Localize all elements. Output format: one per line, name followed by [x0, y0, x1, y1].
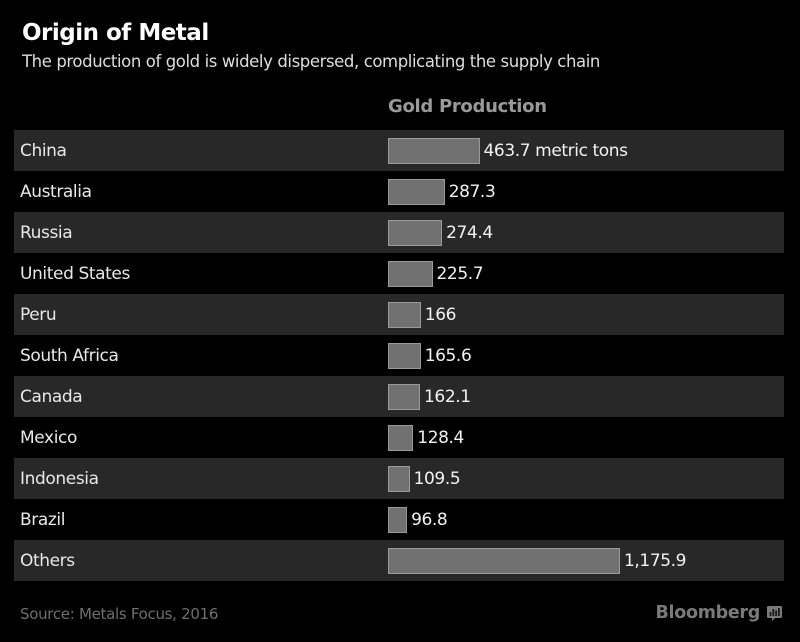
bar [388, 219, 443, 246]
value-label: 166 [424, 304, 457, 325]
table-row: Canada 162.1 [14, 376, 784, 417]
bar [388, 178, 445, 205]
table-row: Mexico 128.4 [14, 417, 784, 458]
value-label: 463.7 metric tons [483, 140, 629, 161]
table-row: United States 225.7 [14, 253, 784, 294]
bar-zone: 463.7 metric tons [388, 130, 628, 171]
source-note: Source: Metals Focus, 2016 [20, 605, 219, 623]
bar-zone: 287.3 [388, 171, 496, 212]
chart-subtitle: The production of gold is widely dispers… [22, 52, 600, 71]
country-label: South Africa [20, 345, 119, 366]
value-label: 225.7 [436, 263, 484, 284]
country-label: Peru [20, 304, 57, 325]
bar-zone: 1,175.9 [388, 540, 686, 581]
column-header: Gold Production [388, 96, 547, 117]
bar-zone: 96.8 [388, 499, 448, 540]
bar-zone: 274.4 [388, 212, 493, 253]
bar-zone: 225.7 [388, 253, 484, 294]
table-row: Others 1,175.9 [14, 540, 784, 581]
country-label: Others [20, 550, 75, 571]
bar [388, 137, 480, 164]
bar [388, 301, 421, 328]
table-row: Indonesia 109.5 [14, 458, 784, 499]
bar-zone: 166 [388, 294, 456, 335]
country-label: Russia [20, 222, 73, 243]
bar-zone: 162.1 [388, 376, 471, 417]
bar-zone: 128.4 [388, 417, 464, 458]
country-label: Mexico [20, 427, 77, 448]
bar-zone: 109.5 [388, 458, 461, 499]
bloomberg-wordmark: Bloomberg [655, 603, 761, 623]
value-label: 1,175.9 [624, 550, 687, 571]
bar-zone: 165.6 [388, 335, 472, 376]
bloomberg-brand: Bloomberg [656, 603, 783, 623]
table-row: Russia 274.4 [14, 212, 784, 253]
country-label: Australia [20, 181, 92, 202]
table-row: Brazil 96.8 [14, 499, 784, 540]
table-row: South Africa 165.6 [14, 335, 784, 376]
bar [388, 424, 414, 451]
value-label: 165.6 [424, 345, 472, 366]
bar [388, 383, 420, 410]
bar [388, 465, 410, 492]
chart-title: Origin of Metal [22, 20, 209, 46]
country-label: Indonesia [20, 468, 99, 489]
table-row: Australia 287.3 [14, 171, 784, 212]
bar [388, 342, 421, 369]
bar-chart-rows: China 463.7 metric tons Australia 287.3 … [14, 130, 784, 581]
value-label: 162.1 [424, 386, 471, 407]
value-label: 128.4 [417, 427, 464, 448]
bloomberg-terminal-icon [766, 605, 783, 622]
value-label: 96.8 [411, 509, 448, 530]
bar [388, 547, 620, 574]
country-label: Brazil [20, 509, 66, 530]
country-label: China [20, 140, 67, 161]
bar [388, 506, 408, 533]
value-label: 274.4 [446, 222, 493, 243]
bar [388, 260, 433, 287]
table-row: Peru 166 [14, 294, 784, 335]
value-label: 109.5 [413, 468, 461, 489]
table-row: China 463.7 metric tons [14, 130, 784, 171]
country-label: Canada [20, 386, 83, 407]
country-label: United States [20, 263, 130, 284]
value-label: 287.3 [448, 181, 496, 202]
